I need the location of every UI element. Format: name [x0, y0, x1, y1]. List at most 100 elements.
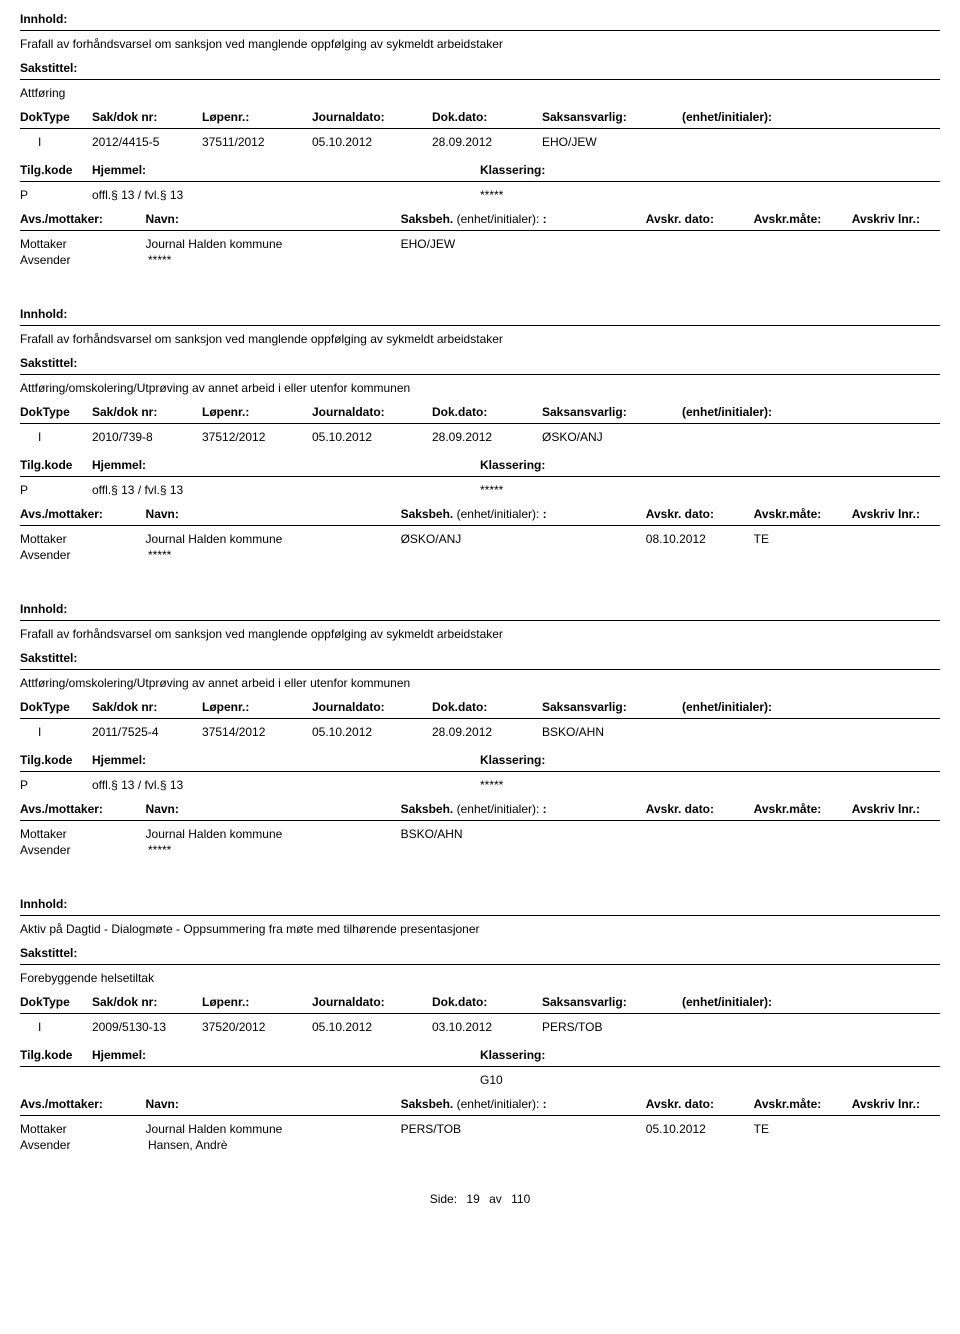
hjemmel-value — [92, 1073, 480, 1087]
avskriv-lnr-label: Avskriv lnr.: — [852, 1097, 940, 1111]
avskr-mate-value — [754, 827, 852, 841]
meta-header-row: DokType Sak/dok nr: Løpenr.: Journaldato… — [20, 700, 940, 714]
mottaker-navn: Journal Halden kommune — [146, 827, 401, 841]
col-jdato-label: Journaldato: — [312, 995, 432, 1009]
divider — [20, 128, 940, 129]
avs-header-row: Avs./mottaker: Navn: Saksbeh. (enhet/ini… — [20, 1097, 940, 1111]
saksbeh-enhet-label: (enhet/initialer): — [457, 1097, 540, 1111]
tilg-header-row: Tilg.kode Hjemmel: Klassering: — [20, 163, 940, 177]
sakdok-value: 2012/4415-5 — [92, 135, 202, 149]
col-lopenr-label: Løpenr.: — [202, 700, 312, 714]
avsender-navn: ***** — [148, 548, 408, 562]
innhold-label: Innhold: — [20, 602, 940, 616]
saksbeh-label: Saksbeh. — [401, 1097, 454, 1111]
avsmottaker-label: Avs./mottaker: — [20, 802, 146, 816]
jdato-value: 05.10.2012 — [312, 1020, 432, 1034]
avskriv-lnr-label: Avskriv lnr.: — [852, 802, 940, 816]
avskr-mate-label: Avskr.måte: — [754, 1097, 852, 1111]
avskr-dato-value — [646, 827, 754, 841]
hjemmel-label: Hjemmel: — [92, 753, 146, 767]
footer-label: Side: — [430, 1192, 457, 1206]
klassering-label: Klassering: — [480, 458, 545, 472]
avskr-mate-label: Avskr.måte: — [754, 802, 852, 816]
mottaker-navn: Journal Halden kommune — [146, 1122, 401, 1136]
lopenr-value: 37511/2012 — [202, 135, 312, 149]
hjemmel-value: offl.§ 13 / fvl.§ 13 — [92, 483, 480, 497]
ddato-value: 28.09.2012 — [432, 135, 542, 149]
col-ddato-label: Dok.dato: — [432, 700, 542, 714]
avskr-dato-label: Avskr. dato: — [646, 212, 754, 226]
avskr-dato-value: 08.10.2012 — [646, 532, 754, 546]
divider — [20, 915, 940, 916]
saksbeh-label: Saksbeh. — [401, 212, 454, 226]
jdato-value: 05.10.2012 — [312, 135, 432, 149]
doktype-value: I — [20, 1020, 92, 1034]
mottaker-navn: Journal Halden kommune — [146, 532, 401, 546]
hjemmel-value: offl.§ 13 / fvl.§ 13 — [92, 778, 480, 792]
col-ddato-label: Dok.dato: — [432, 405, 542, 419]
enhet-value — [682, 725, 852, 739]
avskr-dato-value: 05.10.2012 — [646, 1122, 754, 1136]
tilgkode-label: Tilg.kode — [20, 1048, 92, 1062]
saks-value: PERS/TOB — [542, 1020, 682, 1034]
col-doktype-label: DokType — [20, 110, 92, 124]
klassering-label: Klassering: — [480, 753, 545, 767]
tilgkode-label: Tilg.kode — [20, 163, 92, 177]
mottaker-row: Mottaker Journal Halden kommune PERS/TOB… — [20, 1122, 940, 1136]
col-sakdok-label: Sak/dok nr: — [92, 995, 202, 1009]
tilgkode-label: Tilg.kode — [20, 753, 92, 767]
innhold-text: Frafall av forhåndsvarsel om sanksjon ve… — [20, 37, 940, 51]
saksbeh-label: Saksbeh. — [401, 802, 454, 816]
avskriv-lnr-label: Avskriv lnr.: — [852, 507, 940, 521]
klassering-label: Klassering: — [480, 1048, 545, 1062]
sakstittel-text: Attføring/omskolering/Utprøving av annet… — [20, 381, 940, 395]
avskr-mate-value: TE — [754, 532, 852, 546]
tilgkode-value: P — [20, 778, 92, 792]
avsender-navn: Hansen, Andrè — [148, 1138, 408, 1152]
avsender-label: Avsender — [20, 1138, 148, 1152]
lopenr-value: 37514/2012 — [202, 725, 312, 739]
sakstittel-label: Sakstittel: — [20, 356, 940, 370]
divider — [20, 820, 940, 821]
avsender-label: Avsender — [20, 843, 148, 857]
tilg-value-row: P offl.§ 13 / fvl.§ 13 ***** — [20, 188, 940, 202]
sakdok-value: 2010/739-8 — [92, 430, 202, 444]
footer-current: 19 — [466, 1192, 479, 1206]
col-sakdok-label: Sak/dok nr: — [92, 110, 202, 124]
tilg-value-row: P offl.§ 13 / fvl.§ 13 ***** — [20, 778, 940, 792]
sakstittel-text: Forebyggende helsetiltak — [20, 971, 940, 985]
avsender-navn: ***** — [148, 843, 408, 857]
avskr-mate-value: TE — [754, 1122, 852, 1136]
tilg-header-row: Tilg.kode Hjemmel: Klassering: — [20, 753, 940, 767]
col-sakdok-label: Sak/dok nr: — [92, 405, 202, 419]
meta-value-row: I 2010/739-8 37512/2012 05.10.2012 28.09… — [20, 430, 940, 444]
avsender-row: Avsender ***** — [20, 253, 940, 267]
klassering-value: G10 — [480, 1073, 503, 1087]
saksbeh-enhet-label: (enhet/initialer): — [457, 802, 540, 816]
hjemmel-label: Hjemmel: — [92, 458, 146, 472]
sakstittel-text: Attføring/omskolering/Utprøving av annet… — [20, 676, 940, 690]
navn-label: Navn: — [146, 212, 401, 226]
klassering-label: Klassering: — [480, 163, 545, 177]
divider — [20, 423, 940, 424]
divider — [20, 181, 940, 182]
lopenr-value: 37512/2012 — [202, 430, 312, 444]
col-saks-label: Saksansvarlig: — [542, 995, 682, 1009]
saksbeh-value: PERS/TOB — [401, 1122, 646, 1136]
divider — [20, 79, 940, 80]
avsmottaker-label: Avs./mottaker: — [20, 212, 146, 226]
saksbeh-value: EHO/JEW — [401, 237, 646, 251]
hjemmel-label: Hjemmel: — [92, 1048, 146, 1062]
sakdok-value: 2009/5130-13 — [92, 1020, 202, 1034]
klassering-value: ***** — [480, 778, 503, 792]
klassering-value: ***** — [480, 483, 503, 497]
avs-header-row: Avs./mottaker: Navn: Saksbeh. (enhet/ini… — [20, 507, 940, 521]
col-lopenr-label: Løpenr.: — [202, 995, 312, 1009]
navn-label: Navn: — [146, 802, 401, 816]
divider — [20, 718, 940, 719]
tilgkode-value — [20, 1073, 92, 1087]
sakstittel-text: Attføring — [20, 86, 940, 100]
divider — [20, 1115, 940, 1116]
doktype-value: I — [20, 430, 92, 444]
avs-header-row: Avs./mottaker: Navn: Saksbeh. (enhet/ini… — [20, 802, 940, 816]
